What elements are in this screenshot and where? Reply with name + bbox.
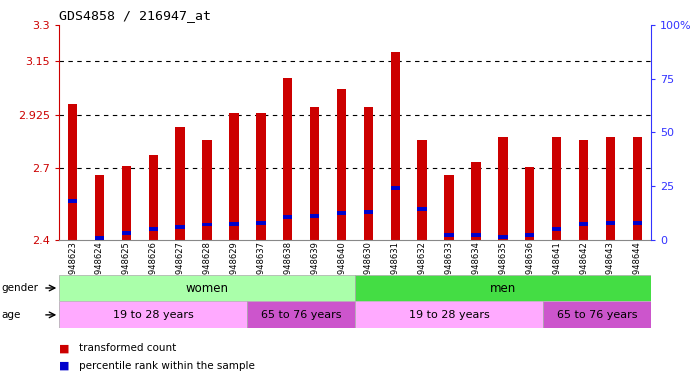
- Bar: [633, 137, 642, 240]
- Text: ■: ■: [59, 343, 70, 353]
- Bar: [444, 233, 454, 237]
- Bar: [418, 207, 427, 211]
- Bar: [175, 126, 185, 240]
- Bar: [283, 78, 292, 240]
- Bar: [247, 301, 355, 328]
- Bar: [606, 137, 615, 240]
- Bar: [310, 214, 319, 218]
- Bar: [543, 301, 651, 328]
- Text: 19 to 28 years: 19 to 28 years: [113, 310, 193, 320]
- Text: 65 to 76 years: 65 to 76 years: [557, 310, 638, 320]
- Bar: [59, 275, 355, 301]
- Bar: [355, 275, 651, 301]
- Bar: [256, 113, 266, 240]
- Bar: [498, 235, 507, 239]
- Bar: [471, 233, 481, 237]
- Bar: [471, 162, 481, 240]
- Bar: [337, 211, 346, 215]
- Bar: [148, 227, 158, 231]
- Bar: [498, 137, 507, 240]
- Bar: [390, 186, 400, 190]
- Text: women: women: [186, 281, 228, 295]
- Bar: [68, 104, 77, 240]
- Text: age: age: [1, 310, 21, 320]
- Bar: [122, 166, 131, 240]
- Bar: [633, 221, 642, 225]
- Bar: [283, 215, 292, 219]
- Bar: [229, 113, 239, 240]
- Bar: [364, 210, 373, 214]
- Bar: [606, 221, 615, 225]
- Bar: [175, 225, 185, 229]
- Bar: [203, 140, 212, 240]
- Text: 65 to 76 years: 65 to 76 years: [261, 310, 342, 320]
- Bar: [552, 227, 562, 231]
- Text: men: men: [490, 281, 516, 295]
- Bar: [95, 236, 104, 240]
- Bar: [579, 222, 588, 226]
- Bar: [256, 221, 266, 225]
- Bar: [444, 175, 454, 240]
- Text: GDS4858 / 216947_at: GDS4858 / 216947_at: [59, 9, 211, 22]
- Bar: [525, 233, 535, 237]
- Bar: [148, 155, 158, 240]
- Bar: [310, 108, 319, 240]
- Text: transformed count: transformed count: [79, 343, 176, 353]
- Bar: [390, 53, 400, 240]
- Bar: [59, 301, 247, 328]
- Bar: [552, 137, 562, 240]
- Bar: [229, 222, 239, 226]
- Bar: [68, 199, 77, 202]
- Text: 19 to 28 years: 19 to 28 years: [409, 310, 489, 320]
- Bar: [355, 301, 543, 328]
- Bar: [418, 140, 427, 240]
- Text: percentile rank within the sample: percentile rank within the sample: [79, 361, 255, 371]
- Bar: [525, 167, 535, 240]
- Bar: [337, 89, 346, 240]
- Text: ■: ■: [59, 361, 70, 371]
- Bar: [203, 223, 212, 227]
- Bar: [122, 231, 131, 235]
- Bar: [95, 175, 104, 240]
- Bar: [579, 140, 588, 240]
- Text: gender: gender: [1, 283, 38, 293]
- Bar: [364, 108, 373, 240]
